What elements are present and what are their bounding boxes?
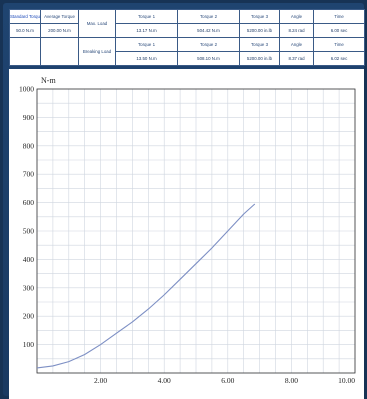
value-torque-1: 13.17 N.m bbox=[115, 23, 178, 38]
y-tick-label: 100 bbox=[23, 340, 35, 349]
chart-grid bbox=[36, 88, 356, 374]
y-tick-label: 800 bbox=[23, 141, 35, 150]
header-torque-3: Torque 3 bbox=[239, 9, 280, 24]
value-time-b: 6.02 sec bbox=[313, 51, 365, 66]
header-angle: Angle bbox=[279, 9, 314, 24]
header-angle-b: Angle bbox=[279, 37, 314, 52]
header-average-torque: Average Torque bbox=[40, 9, 79, 24]
value-torque-2-b: 508.10 N.m bbox=[177, 51, 240, 66]
x-tick-label: 4.00 bbox=[158, 376, 171, 385]
value-angle-b: 8.37 rad bbox=[279, 51, 314, 66]
y-tick-label: 400 bbox=[23, 255, 35, 264]
results-grid: Standard Torque Average Torque Max. Load… bbox=[9, 9, 365, 66]
value-time: 6.00 sec bbox=[313, 23, 365, 38]
y-tick-label: 300 bbox=[23, 283, 35, 292]
y-tick-label: 1000 bbox=[19, 85, 34, 94]
value-average-torque: 200.00 N.m bbox=[40, 23, 79, 38]
empty-cell bbox=[40, 37, 79, 66]
header-time-b: Time bbox=[313, 37, 365, 52]
y-axis-label: N-m bbox=[41, 76, 56, 85]
y-tick-label: 500 bbox=[23, 227, 35, 236]
header-torque-2-b: Torque 2 bbox=[177, 37, 240, 52]
chart-panel: 100 200 300 400 500 600 700 800 900 1000 2.00 4.00… bbox=[9, 69, 364, 399]
series-line bbox=[36, 203, 256, 369]
table-row: Standard Torque Average Torque Max. Load… bbox=[9, 9, 365, 38]
value-torque-3-b: 5200.00 in.lb bbox=[239, 51, 280, 66]
value-standard-torque: 50.0 N.m bbox=[9, 23, 41, 38]
x-axis: 2.00 4.00 6.00 8.00 10.00 bbox=[94, 376, 355, 385]
header-torque-2: Torque 2 bbox=[177, 9, 240, 24]
empty-cell bbox=[9, 37, 41, 66]
plot-area bbox=[36, 88, 356, 374]
header-max-load: Max. Load bbox=[78, 9, 116, 38]
value-torque-2: 504.42 N.m bbox=[177, 23, 240, 38]
header-time: Time bbox=[313, 9, 365, 24]
y-axis: 100 200 300 400 500 600 700 800 900 1000 bbox=[19, 85, 34, 350]
header-breaking-load: Breaking Load bbox=[78, 37, 116, 66]
x-tick-label: 8.00 bbox=[285, 376, 298, 385]
value-angle: 8.24 rad bbox=[279, 23, 314, 38]
app-frame: Standard Torque Average Torque Max. Load… bbox=[3, 3, 365, 399]
results-table: Standard Torque Average Torque Max. Load… bbox=[9, 9, 365, 66]
x-tick-label: 2.00 bbox=[94, 376, 107, 385]
value-torque-3: 5200.00 in.lb bbox=[239, 23, 280, 38]
header-torque-1: Torque 1 bbox=[115, 9, 178, 24]
header-standard-torque: Standard Torque bbox=[9, 9, 41, 24]
x-tick-label: 10.00 bbox=[338, 376, 355, 385]
header-torque-1-b: Torque 1 bbox=[115, 37, 178, 52]
table-row: Breaking Load Torque 1 Torque 2 Torque 3… bbox=[9, 37, 365, 66]
table-row: 13.50 N.m 508.10 N.m 5200.00 in.lb 8.37 … bbox=[10, 51, 365, 66]
header-torque-3-b: Torque 3 bbox=[239, 37, 280, 52]
y-tick-label: 200 bbox=[23, 312, 35, 321]
y-tick-label: 600 bbox=[23, 198, 35, 207]
value-torque-1-b: 13.50 N.m bbox=[115, 51, 178, 66]
table-row: 50.0 N.m 200.00 N.m 13.17 N.m 504.42 N.m… bbox=[9, 23, 365, 38]
torque-chart: 100 200 300 400 500 600 700 800 900 1000 2.00 4.00… bbox=[19, 76, 356, 385]
y-tick-label: 900 bbox=[23, 113, 35, 122]
y-tick-label: 700 bbox=[23, 170, 35, 179]
x-tick-label: 6.00 bbox=[221, 376, 234, 385]
